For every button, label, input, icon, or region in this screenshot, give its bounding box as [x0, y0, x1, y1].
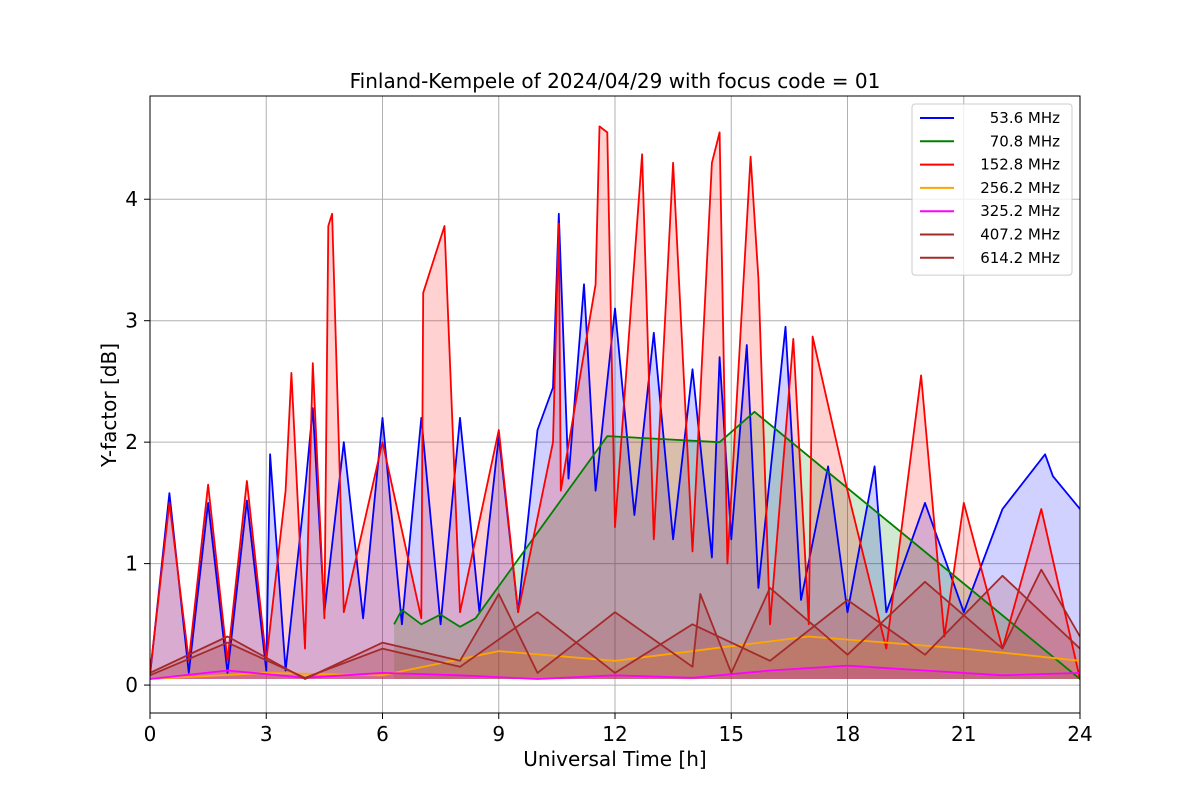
series-lines: [150, 125, 1080, 680]
y-tick-label: 4: [125, 187, 138, 211]
legend-label: 325.2 MHz: [980, 202, 1060, 220]
x-tick-label: 0: [144, 722, 157, 746]
legend-frame: [911, 103, 1073, 276]
y-tick-label: 2: [125, 430, 138, 454]
band-fills: [150, 126, 1080, 680]
series-line-2: [393, 410, 1080, 680]
x-tick-label: 24: [1067, 722, 1092, 746]
series-line-7: [150, 574, 1080, 679]
x-tick-label: 18: [835, 722, 860, 746]
legend-label: 614.2 MHz: [980, 249, 1060, 267]
series-band-7: [150, 575, 1080, 679]
legend-label: 70.8 MHz: [990, 132, 1060, 150]
x-axis-label: Universal Time [h]: [523, 747, 706, 771]
series-band-1: [150, 213, 1080, 680]
chart-title: Finland-Kempele of 2024/04/29 with focus…: [350, 69, 881, 93]
y-axis: 0 1 2 3 4: [125, 187, 150, 697]
series-line-1: [150, 212, 1080, 676]
y-tick-label: 0: [125, 673, 138, 697]
x-tick-label: 21: [951, 722, 976, 746]
x-tick-label: 15: [719, 722, 744, 746]
series-band-6: [150, 569, 1080, 679]
x-tick-label: 3: [260, 722, 273, 746]
x-tick-label: 12: [602, 722, 627, 746]
y-axis-label: Y-factor [dB]: [97, 343, 121, 468]
y-tick-label: 3: [125, 309, 138, 333]
series-band-3: [150, 126, 1080, 679]
series-band-2: [394, 411, 1080, 679]
legend-label: 152.8 MHz: [980, 156, 1060, 174]
legend-label: 407.2 MHz: [980, 226, 1060, 244]
legend: 53.6 MHz 70.8 MHz 152.8 MHz 256.2 MHz 325.2 …: [911, 103, 1073, 276]
x-tick-label: 9: [492, 722, 505, 746]
x-tick-label: 6: [376, 722, 389, 746]
x-axis: 0 3 6 9 12 15 18 21 24: [144, 713, 1093, 746]
y-tick-label: 1: [125, 552, 138, 576]
series-line-6: [150, 568, 1080, 680]
series-line-3: [150, 125, 1080, 680]
legend-label: 53.6 MHz: [990, 109, 1060, 127]
series-band-4: [150, 636, 1080, 679]
legend-label: 256.2 MHz: [980, 179, 1060, 197]
